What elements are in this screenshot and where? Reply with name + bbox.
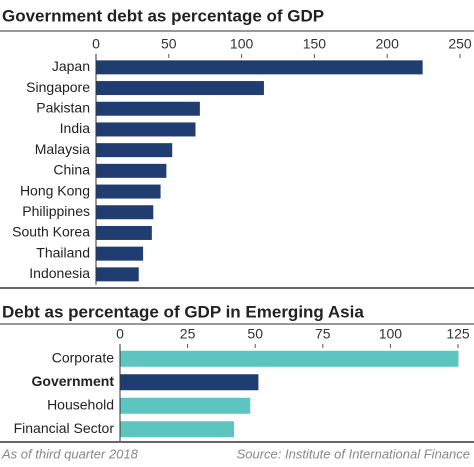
x-tick-label: 0 <box>116 326 124 342</box>
chart-title: Government debt as percentage of GDP <box>2 6 324 25</box>
bar <box>120 421 235 438</box>
x-tick-label: 100 <box>379 326 403 342</box>
chart-title: Debt as percentage of GDP in Emerging As… <box>2 302 364 321</box>
x-tick-label: 250 <box>448 36 472 52</box>
bar <box>96 81 264 96</box>
category-label: Thailand <box>36 244 90 260</box>
category-label: Hong Kong <box>20 182 90 198</box>
bar <box>96 163 167 178</box>
category-label: South Korea <box>12 224 90 240</box>
bar <box>96 267 139 282</box>
category-label: Philippines <box>22 203 90 219</box>
category-label: Household <box>47 396 114 412</box>
category-label: Pakistan <box>36 99 90 115</box>
bar <box>96 184 161 199</box>
category-label: Financial Sector <box>14 420 115 436</box>
bar <box>96 60 423 75</box>
bar <box>96 101 200 116</box>
bar <box>120 374 259 391</box>
footnote: As of third quarter 2018 <box>1 446 139 461</box>
bar <box>120 397 251 414</box>
x-tick-label: 125 <box>446 326 470 342</box>
category-label: Government <box>32 373 115 389</box>
category-label: Japan <box>52 58 90 74</box>
x-tick-label: 0 <box>92 36 100 52</box>
x-tick-label: 200 <box>376 36 400 52</box>
x-tick-label: 150 <box>303 36 327 52</box>
bar <box>96 143 173 158</box>
bar <box>96 122 196 137</box>
x-tick-label: 75 <box>315 326 331 342</box>
category-label: Singapore <box>26 79 90 95</box>
bar <box>96 225 152 240</box>
bar <box>96 205 154 220</box>
source: Source: Institute of International Finan… <box>237 446 470 461</box>
x-tick-label: 100 <box>230 36 254 52</box>
category-label: Corporate <box>52 349 114 365</box>
category-label: Indonesia <box>29 265 90 281</box>
bar <box>120 350 459 367</box>
x-tick-label: 50 <box>247 326 263 342</box>
category-label: China <box>53 162 90 178</box>
x-tick-label: 25 <box>180 326 196 342</box>
x-tick-label: 50 <box>161 36 177 52</box>
category-label: Malaysia <box>35 141 90 157</box>
bar <box>96 246 144 261</box>
category-label: India <box>60 120 91 136</box>
